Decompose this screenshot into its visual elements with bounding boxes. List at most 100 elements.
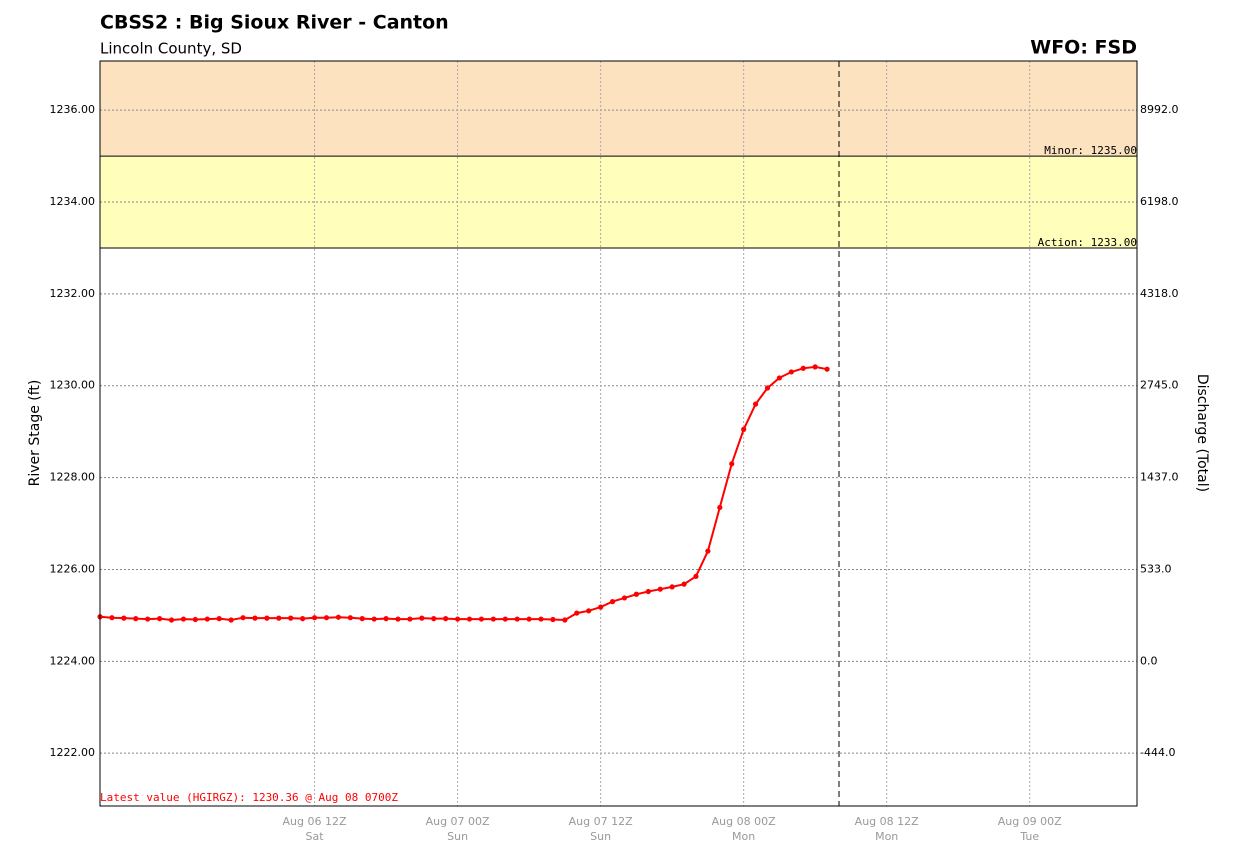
stage-point bbox=[764, 385, 771, 391]
stage-point bbox=[645, 588, 651, 595]
stage-point bbox=[454, 616, 461, 622]
y-tick-label: 1232.00 bbox=[50, 287, 96, 300]
stage-point bbox=[240, 615, 246, 621]
stage-point bbox=[502, 616, 508, 622]
stage-point bbox=[347, 615, 353, 621]
stage-point bbox=[598, 604, 604, 610]
y-tick-label: 1226.00 bbox=[50, 562, 96, 575]
stage-point bbox=[812, 364, 818, 370]
stage-point bbox=[180, 616, 187, 622]
chart-subtitle: Lincoln County, SD bbox=[100, 40, 242, 58]
y-tick-label: 1228.00 bbox=[50, 471, 96, 484]
stage-point bbox=[681, 581, 687, 587]
stage-point bbox=[693, 573, 699, 579]
stage-point bbox=[466, 616, 473, 622]
stage-point bbox=[752, 401, 759, 407]
y2-axis-label: Discharge (Total) bbox=[1194, 374, 1210, 492]
x-tick-day: Sun bbox=[590, 830, 611, 843]
x-tick-label: Aug 07 12Z bbox=[569, 815, 633, 828]
flood-label: Minor: 1235.00 bbox=[1044, 144, 1137, 157]
stage-point bbox=[419, 615, 425, 621]
y2-tick-label: -444.0 bbox=[1140, 746, 1175, 759]
y-tick-label: 1234.00 bbox=[50, 195, 96, 208]
stage-point bbox=[192, 616, 198, 623]
stage-point bbox=[156, 616, 163, 622]
stage-point bbox=[788, 369, 794, 375]
x-tick-day: Mon bbox=[875, 830, 898, 843]
stage-point bbox=[145, 616, 151, 622]
stage-point bbox=[371, 616, 377, 622]
stage-point bbox=[323, 615, 330, 621]
office-label: WFO: FSD bbox=[1030, 37, 1137, 59]
stage-point bbox=[824, 366, 830, 372]
plot-frame bbox=[99, 60, 1138, 807]
y2-tick-label: 8992.0 bbox=[1140, 103, 1179, 116]
stage-point bbox=[443, 616, 449, 622]
x-tick-label: Aug 06 12Z bbox=[283, 815, 347, 828]
stage-line bbox=[99, 365, 828, 622]
annotation: Latest value (HGIRGZ): 1230.36 @ Aug 08 … bbox=[100, 791, 398, 804]
stage-point bbox=[431, 616, 437, 622]
x-tick-label: Aug 09 00Z bbox=[998, 815, 1062, 828]
stage-point bbox=[216, 616, 222, 622]
stage-point bbox=[741, 426, 747, 432]
stage-point bbox=[264, 615, 270, 621]
stage-point bbox=[204, 616, 210, 622]
stage-point bbox=[168, 617, 175, 623]
x-tick-label: Aug 07 00Z bbox=[426, 815, 490, 828]
stage-point bbox=[395, 616, 401, 622]
y-tick-label: 1224.00 bbox=[50, 654, 96, 667]
stage-point bbox=[550, 616, 556, 623]
stage-point bbox=[300, 616, 306, 622]
stage-point bbox=[800, 365, 806, 371]
y2-tick-label: 533.0 bbox=[1140, 562, 1172, 575]
x-tick-day: Mon bbox=[732, 830, 755, 843]
stage-point bbox=[288, 615, 294, 621]
stage-point bbox=[335, 614, 341, 620]
stage-point bbox=[109, 615, 115, 621]
stage-point bbox=[586, 608, 592, 614]
x-tick-day: Sun bbox=[447, 830, 468, 843]
stage-point bbox=[252, 615, 258, 621]
stage-point bbox=[776, 375, 783, 381]
stage-point bbox=[669, 584, 675, 590]
flood-label: Action: 1233.00 bbox=[1038, 236, 1137, 249]
x-tick-label: Aug 08 12Z bbox=[855, 815, 919, 828]
stage-point bbox=[478, 616, 485, 622]
x-tick-label: Aug 08 00Z bbox=[712, 815, 776, 828]
stage-point bbox=[383, 616, 389, 622]
chart-title: CBSS2 : Big Sioux River - Canton bbox=[100, 12, 449, 34]
stage-point bbox=[276, 615, 282, 621]
stage-point bbox=[121, 615, 127, 621]
stage-point bbox=[133, 616, 139, 622]
y2-tick-label: 6198.0 bbox=[1140, 195, 1179, 208]
flood-band bbox=[100, 61, 1137, 157]
stage-point bbox=[538, 616, 544, 622]
stage-point bbox=[490, 616, 496, 622]
y-axis-label: River Stage (ft) bbox=[27, 380, 43, 487]
stage-point bbox=[562, 617, 568, 623]
x-tick-day: Tue bbox=[1019, 830, 1039, 843]
stage-point bbox=[609, 599, 616, 605]
stage-point bbox=[657, 586, 663, 592]
stage-point bbox=[526, 616, 532, 622]
y-tick-label: 1230.00 bbox=[50, 379, 96, 392]
y2-tick-label: 1437.0 bbox=[1140, 471, 1179, 484]
stage-point bbox=[729, 461, 735, 467]
stage-point bbox=[717, 504, 723, 511]
stage-point bbox=[574, 610, 580, 616]
y2-tick-label: 2745.0 bbox=[1140, 379, 1179, 392]
stage-point bbox=[311, 615, 318, 621]
y-tick-label: 1236.00 bbox=[50, 103, 96, 116]
stage-point bbox=[407, 616, 413, 622]
stage-point bbox=[359, 616, 365, 622]
stage-point bbox=[514, 616, 520, 622]
y2-tick-label: 0.0 bbox=[1140, 654, 1158, 667]
y-tick-label: 1222.00 bbox=[50, 746, 96, 759]
x-tick-day: Sat bbox=[306, 830, 325, 843]
stage-point bbox=[705, 548, 711, 554]
stage-point bbox=[621, 595, 628, 601]
stage-point bbox=[633, 591, 639, 597]
